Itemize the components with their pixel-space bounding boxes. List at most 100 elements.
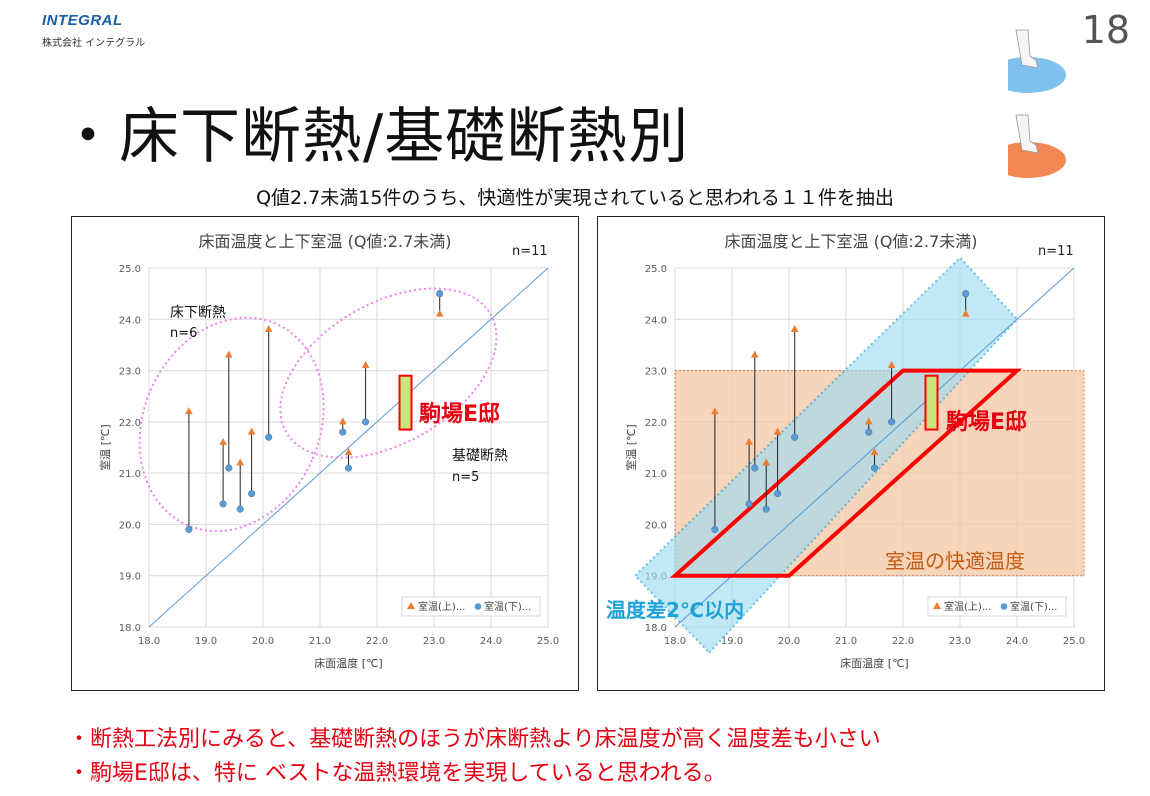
legend-marker-lower <box>474 603 482 610</box>
y-tick-label: 23.0 <box>645 367 667 378</box>
x-tick-label: 21.0 <box>309 636 331 647</box>
temp-diff-band <box>633 256 1019 655</box>
highlight-label: 駒場E邸 <box>419 401 500 427</box>
chart-left-svg: 床面温度と上下室温 (Q値:2.7未満) n=11 18.0 19.0 20.0 21.0… <box>98 232 559 670</box>
x-tick-label: 19.0 <box>195 636 217 647</box>
upper-temp-point <box>339 417 347 425</box>
y-tick-label: 22.0 <box>645 418 667 429</box>
upper-temp-point <box>225 350 233 358</box>
lower-temp-point <box>745 500 753 508</box>
y-tick-label: 25.0 <box>119 264 141 275</box>
lower-temp-point <box>888 418 896 426</box>
x-tick-label: 22.0 <box>892 636 914 647</box>
chart-right: 床面温度と上下室温 (Q値:2.7未満) n=11 18.0 19.0 20.0 21.0… <box>597 216 1105 691</box>
page-title: ・床下断熱/基礎断熱別 <box>58 102 690 172</box>
upper-temp-point <box>773 427 782 435</box>
y-tick-label: 21.0 <box>645 469 667 480</box>
lower-temp-point <box>362 418 370 426</box>
legend-label-lower: 室温(下)... <box>1010 600 1057 613</box>
floor-group-label: 床下断熱 <box>170 305 226 321</box>
legend-box <box>927 596 1067 617</box>
comfort-zone-label: 室温の快適温度 <box>885 549 1025 573</box>
highlight-box <box>398 374 413 431</box>
lower-temp-point <box>344 464 353 472</box>
x-tick-label: 24.0 <box>1006 636 1028 647</box>
chart-left: 床面温度と上下室温 (Q値:2.7未満) n=11 18.0 19.0 20.0 21.0… <box>71 216 579 691</box>
y-tick-label: 25.0 <box>645 264 667 275</box>
lower-temp-point <box>870 464 879 472</box>
y-tick-label: 18.0 <box>119 623 141 634</box>
lower-temp-point <box>762 505 770 513</box>
chart-right-svg: 床面温度と上下室温 (Q値:2.7未満) n=11 18.0 19.0 20.0 21.0… <box>606 232 1085 670</box>
highlight-box <box>924 374 939 431</box>
legend-label-lower: 室温(下)... <box>484 600 531 613</box>
lower-temp-point <box>751 464 759 472</box>
lower-temp-point <box>265 433 273 441</box>
footer-note-1: ・断熱工法別にみると、基礎断熱のほうが床断熱より床温度が高く温度差も小さい <box>68 727 881 752</box>
y-tick-label: 22.0 <box>119 418 141 429</box>
legend-marker-upper <box>933 602 941 609</box>
foundation-group-label: 基礎断熱 <box>452 447 508 464</box>
x-tick-label: 23.0 <box>949 636 971 647</box>
floor-group-count: n=6 <box>170 326 197 341</box>
y-tick-label: 20.0 <box>119 520 141 531</box>
footer-notes: ・断熱工法別にみると、基礎断熱のほうが床断熱より床温度が高く温度差も小さい ・駒… <box>68 723 881 791</box>
foundation-group-count: n=5 <box>452 470 479 485</box>
lower-temp-point <box>219 500 227 508</box>
lower-temp-point <box>774 490 782 498</box>
lower-temp-point <box>865 428 873 436</box>
sample-size-label: n=11 <box>512 244 548 259</box>
upper-temp-point <box>236 458 244 466</box>
upper-temp-point <box>711 407 719 415</box>
x-tick-label: 20.0 <box>252 636 274 647</box>
lower-temp-point <box>248 490 256 498</box>
x-tick-label: 25.0 <box>1063 636 1085 647</box>
diagonal-line <box>674 267 1075 628</box>
x-tick-label: 25.0 <box>537 636 559 647</box>
upper-temp-point <box>264 325 273 333</box>
lower-temp-point <box>185 526 193 534</box>
upper-temp-point <box>961 309 970 317</box>
lower-temp-point <box>225 464 233 472</box>
upper-temp-point <box>751 350 759 358</box>
legend-box <box>401 596 541 617</box>
upper-temp-point <box>790 325 799 333</box>
sample-size-label: n=11 <box>1038 244 1074 259</box>
upper-temp-point <box>865 417 873 425</box>
y-axis-label: 室温 [℃] <box>98 424 112 470</box>
x-tick-label: 24.0 <box>480 636 502 647</box>
legend-marker-lower <box>1000 603 1008 610</box>
x-tick-label: 18.0 <box>138 636 160 647</box>
legend-label-upper: 室温(上)... <box>944 600 991 613</box>
legend-label-upper: 室温(上)... <box>418 600 465 613</box>
upper-temp-point <box>344 448 353 456</box>
lower-temp-point <box>791 433 799 441</box>
lower-temp-point <box>339 428 347 436</box>
logo-text: INTEGRAL <box>42 12 123 29</box>
x-tick-label: 20.0 <box>778 636 800 647</box>
y-tick-label: 21.0 <box>119 469 141 480</box>
footer-note-2: ・駒場E邸は、特に ベストな温熱環境を実現していると思われる。 <box>68 761 726 786</box>
upper-temp-point <box>247 427 256 435</box>
logo-subtext: 株式会社 インテグラル <box>42 38 146 49</box>
x-tick-label: 21.0 <box>835 636 857 647</box>
y-tick-label: 24.0 <box>645 315 667 326</box>
page-subtitle: Q値2.7未満15件のうち、快適性が実現されていると思われる１１件を抽出 <box>256 187 894 209</box>
chart-title: 床面温度と上下室温 (Q値:2.7未満) <box>724 232 977 251</box>
x-axis-label: 床面温度 [℃] <box>840 656 908 670</box>
company-logo: INTEGRAL 株式会社 インテグラル <box>42 12 162 52</box>
upper-temp-point <box>887 360 896 368</box>
x-tick-label: 18.0 <box>664 636 686 647</box>
upper-temp-point <box>435 309 444 317</box>
lower-temp-point <box>962 290 970 298</box>
upper-temp-point <box>870 448 879 456</box>
chart-title: 床面温度と上下室温 (Q値:2.7未満) <box>198 232 451 251</box>
x-tick-label: 19.0 <box>721 636 743 647</box>
upper-temp-point <box>185 407 193 415</box>
upper-temp-point <box>745 437 753 445</box>
highlight-label: 駒場E邸 <box>946 409 1027 435</box>
feet-illustration-icon <box>1008 29 1066 178</box>
y-axis-label: 室温 [℃] <box>624 424 638 470</box>
x-tick-label: 23.0 <box>423 636 445 647</box>
foundation-insulation-ellipse <box>279 287 498 459</box>
